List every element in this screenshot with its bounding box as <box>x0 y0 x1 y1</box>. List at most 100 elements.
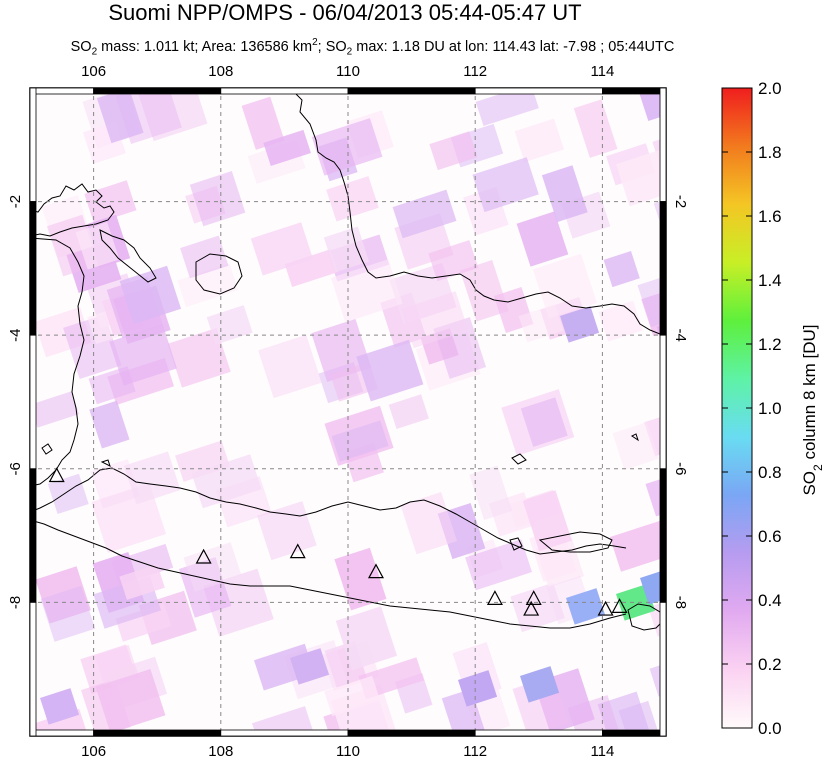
subtitle-so2: SO <box>70 38 92 55</box>
so2-pixel <box>541 165 588 223</box>
so2-pixel <box>429 131 478 171</box>
colorbar-tick-label: 0.2 <box>758 655 782 674</box>
so2-pixel <box>123 451 181 505</box>
so2-pixel <box>175 440 231 482</box>
so2-pixel <box>263 129 311 167</box>
so2-pixel <box>331 420 389 462</box>
colorbar-tick-label: 1.2 <box>758 335 782 354</box>
grid-lines <box>30 88 666 736</box>
so2-pixel <box>323 226 370 273</box>
lon-tick-label: 114 <box>590 743 614 759</box>
so2-pixel <box>334 547 387 611</box>
colorbar-tick-label: 0.6 <box>758 527 782 546</box>
frame-bar-lat <box>659 87 667 202</box>
so2-pixel <box>637 267 666 328</box>
so2-pixel-high <box>566 588 606 625</box>
frame-bar-lon <box>347 729 476 737</box>
lat-tick-label-right: -4 <box>672 329 689 342</box>
so2-pixel <box>311 118 383 176</box>
lon-tick-label: 108 <box>208 63 233 80</box>
so2-pixel <box>89 400 130 449</box>
so2-pixel <box>598 300 643 342</box>
frame-bar-lat <box>659 468 667 603</box>
axis-tick-labels: 106 106 108 108 110 110 112 112 114 114 -2 -2 -4 -4 -6… <box>7 63 689 759</box>
frame-bar-lat <box>659 601 667 737</box>
so2-pixel <box>119 564 165 600</box>
frame-bar-lat <box>29 87 37 202</box>
so2-pixel <box>324 675 381 717</box>
frame-bar-lon <box>220 87 349 95</box>
so2-pixel <box>330 259 403 323</box>
so2-pixel <box>460 260 509 322</box>
frame-bar-lon <box>93 87 222 95</box>
so2-pixel-high <box>520 666 560 703</box>
so2-pixel <box>469 465 513 520</box>
lat-tick-label-right: -6 <box>672 462 689 475</box>
so2-pixel <box>241 96 285 150</box>
lat-tick-label-right: -2 <box>672 195 689 208</box>
frame-bar-lon <box>29 729 94 737</box>
subtitle-max: max: 1.18 DU at lon: 114.43 lat: -7.98 ;… <box>352 38 675 55</box>
so2-pixel <box>284 249 338 288</box>
so2-pixel-high <box>560 306 600 343</box>
so2-pixel <box>645 471 666 517</box>
coast-belitung <box>195 253 243 295</box>
coast-madura <box>538 531 613 553</box>
so2-pixel <box>532 253 597 319</box>
so2-pixel <box>618 700 663 736</box>
colorbar-title: SO2 column 8 km [DU] <box>800 324 823 495</box>
so2-pixel <box>258 334 322 399</box>
so2-pixel <box>115 603 172 642</box>
colorbar-tick-label: 1.4 <box>758 271 782 290</box>
so2-pixel <box>475 88 539 127</box>
so2-pixel <box>609 519 666 572</box>
so2-pixel <box>514 118 565 163</box>
colorbar-tick-label: 0.4 <box>758 591 782 610</box>
colorbar-tick-label: 0.8 <box>758 463 782 482</box>
so2-pixel <box>437 503 486 560</box>
volcano-icon <box>523 600 540 616</box>
so2-pixel <box>40 585 96 642</box>
lon-tick-label: 110 <box>336 743 360 759</box>
so2-pixel <box>88 366 136 405</box>
so2-pixel <box>612 422 659 470</box>
colorbar-tick-label: 0.0 <box>758 719 782 738</box>
lon-tick-label: 114 <box>590 63 614 80</box>
so2-pixel <box>335 606 398 671</box>
lon-tick-label: 112 <box>463 743 487 759</box>
colorbar-tick-label: 1.6 <box>758 207 782 226</box>
coast-java-north <box>30 467 627 555</box>
frame-bar-lon <box>29 87 94 95</box>
so2-pixel <box>177 263 239 308</box>
volcano-icon <box>367 563 384 579</box>
frame-bar-lon <box>220 729 349 737</box>
lat-tick-label-left: -6 <box>7 462 24 475</box>
frame-bar-lat <box>29 468 37 603</box>
subtitle-mass: mass: 1.011 kt; Area: 136586 km <box>97 38 313 55</box>
so2-pixel <box>30 391 80 428</box>
so2-pixels <box>30 88 666 736</box>
lat-tick-label-right: -8 <box>672 596 689 609</box>
so2-pixel-high <box>40 688 80 725</box>
volcano-markers <box>48 467 628 616</box>
frame-bar-lon <box>474 87 603 95</box>
frame-bar-lat <box>659 334 667 470</box>
frame-bar-lon <box>93 729 222 737</box>
so2-pixel <box>356 339 424 402</box>
so2-pixel <box>388 394 429 429</box>
volcano-icon <box>48 467 65 483</box>
so2-pixel <box>95 668 166 734</box>
so2-pixel <box>518 304 564 343</box>
frame-bars <box>29 87 667 737</box>
frame-bar-lon <box>602 87 667 95</box>
map-area: 106 106 108 108 110 110 112 112 114 114 -2 -2 -4 -4 -6… <box>7 63 689 759</box>
colorbar-tick-label: 1.8 <box>758 143 782 162</box>
so2-pixel <box>520 397 568 447</box>
so2-pixel-high <box>458 670 498 707</box>
frame-bar-lat <box>659 201 667 336</box>
map-subtitle: SO2 mass: 1.011 kt; Area: 136586 km2; SO… <box>0 34 745 62</box>
subtitle-sep: ; SO <box>317 38 347 55</box>
coast-sumatra-east <box>30 237 85 487</box>
frame-bar-lat <box>29 601 37 737</box>
